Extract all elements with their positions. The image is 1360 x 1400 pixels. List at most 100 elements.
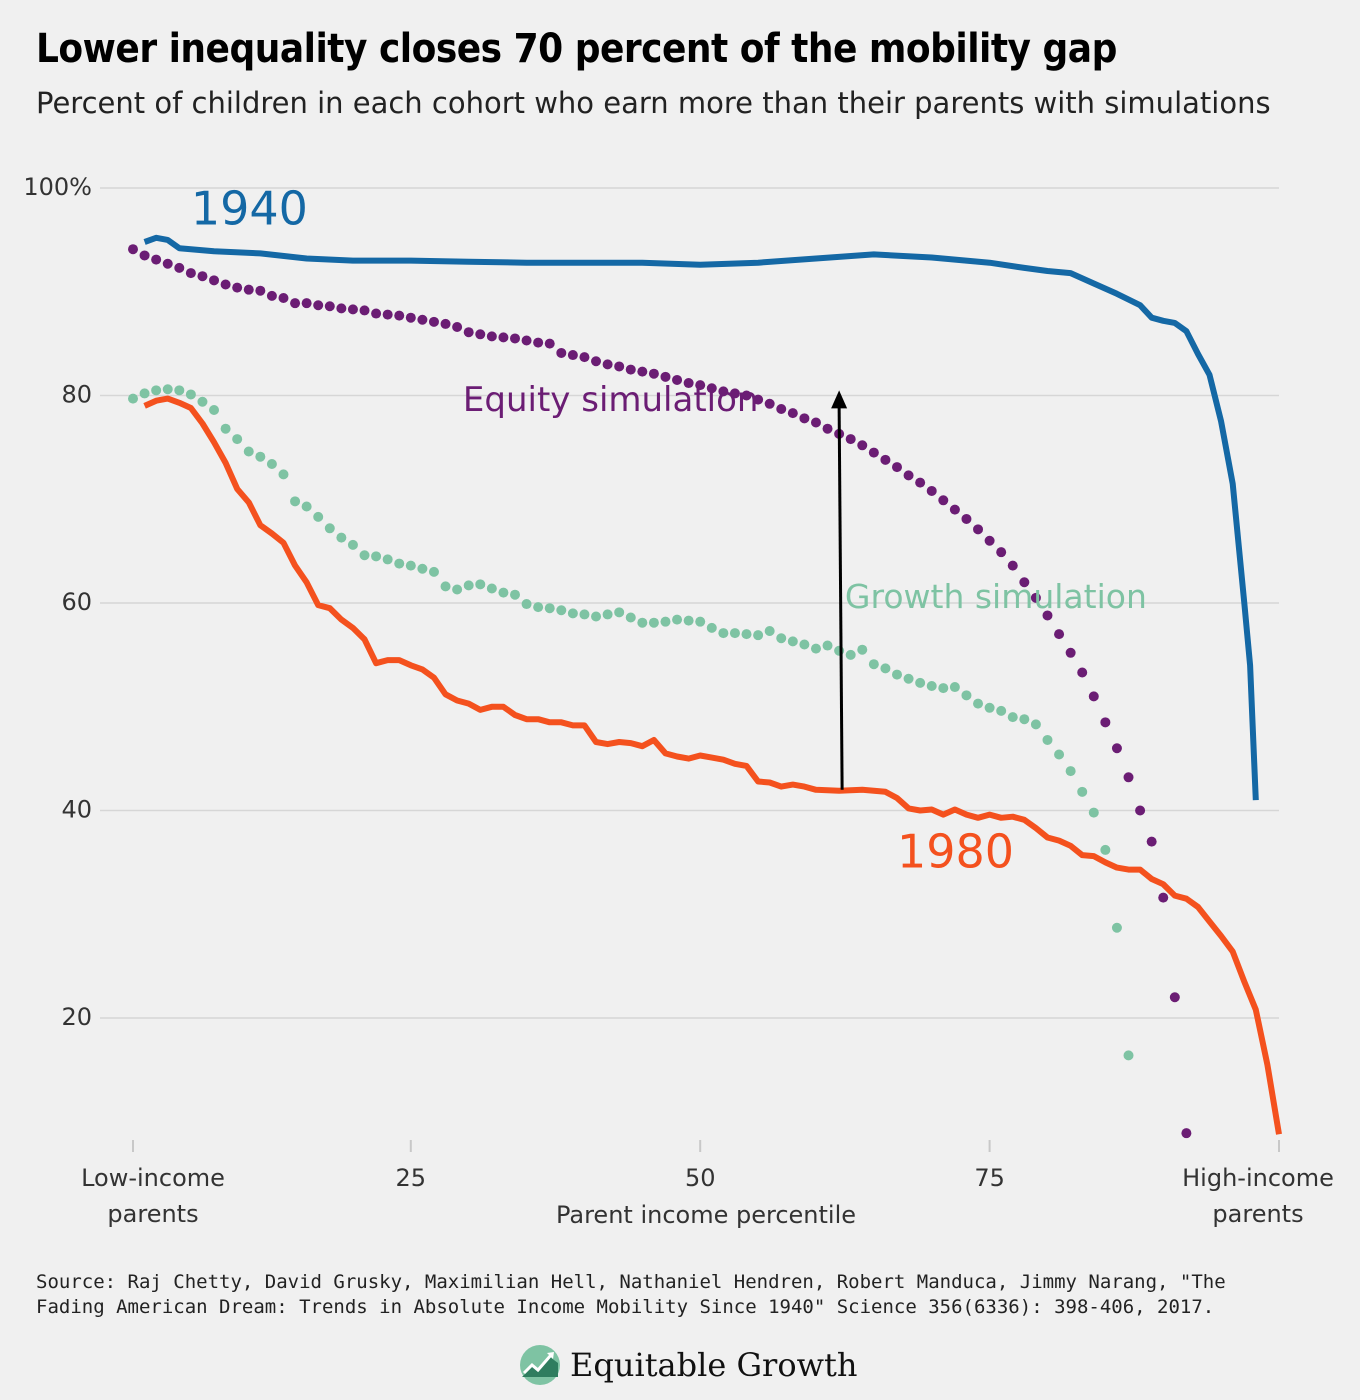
series-growth-simulation-point bbox=[521, 599, 532, 610]
series-equity-simulation-point bbox=[787, 408, 798, 419]
series-growth-simulation-point bbox=[637, 617, 648, 628]
series-equity-simulation-point bbox=[672, 374, 683, 385]
series-equity-simulation-point bbox=[382, 309, 393, 320]
series-equity-simulation-point bbox=[1054, 629, 1065, 640]
series-growth-simulation-point bbox=[799, 639, 810, 650]
series-growth-simulation-point bbox=[602, 609, 613, 620]
series-equity-simulation-point bbox=[880, 454, 891, 465]
series-growth-simulation-point bbox=[625, 612, 636, 623]
series-equity-simulation-point bbox=[197, 271, 208, 282]
y-tick-label: 100% bbox=[23, 173, 92, 201]
series-equity-simulation-point bbox=[1181, 1128, 1192, 1139]
series-equity-simulation-point bbox=[915, 477, 926, 488]
series-equity-simulation-point bbox=[162, 258, 173, 269]
series-growth-simulation-point bbox=[452, 584, 463, 595]
series-equity-simulation-point bbox=[313, 300, 324, 311]
series-equity-simulation-point bbox=[1007, 560, 1018, 571]
chart-subtitle: Percent of children in each cohort who e… bbox=[36, 86, 1271, 120]
series-growth-simulation-point bbox=[984, 702, 995, 713]
gap-arrow-shaft bbox=[837, 406, 844, 790]
series-equity-simulation-point bbox=[301, 298, 312, 309]
series-equity-simulation-point bbox=[394, 310, 405, 321]
series-equity-simulation-point bbox=[521, 335, 532, 346]
series-growth-simulation-point bbox=[660, 616, 671, 627]
series-growth-simulation-point bbox=[1088, 807, 1099, 818]
series-label-equity-simulation: Equity simulation bbox=[463, 380, 759, 420]
series-equity-simulation-point bbox=[405, 312, 416, 323]
series-equity-simulation-point bbox=[706, 383, 717, 394]
series-growth-simulation-point bbox=[834, 645, 845, 656]
series-label-1940: 1940 bbox=[191, 181, 308, 235]
series-growth-simulation-point bbox=[776, 633, 787, 644]
series-equity-simulation-point bbox=[996, 547, 1007, 558]
series-growth-simulation-point bbox=[313, 511, 324, 522]
series-growth-simulation-point bbox=[718, 628, 729, 639]
x-tick-label: 50 bbox=[685, 1164, 716, 1192]
series-growth-simulation-point bbox=[359, 550, 370, 561]
gap-arrow-head bbox=[831, 390, 848, 409]
x-tick-label: parents bbox=[107, 1200, 198, 1228]
source-note: Source: Raj Chetty, David Grusky, Maximi… bbox=[36, 1271, 1226, 1318]
series-growth-simulation-point bbox=[220, 423, 231, 434]
series-equity-simulation-point bbox=[1146, 836, 1157, 847]
series-growth-simulation-point bbox=[868, 659, 879, 670]
series-equity-simulation-point bbox=[961, 513, 972, 524]
series-growth-simulation-point bbox=[1065, 766, 1076, 777]
series-equity-simulation-point bbox=[938, 495, 949, 506]
series-growth-simulation-point bbox=[498, 587, 509, 598]
series-growth-simulation-point bbox=[822, 640, 833, 651]
series-equity-simulation-point bbox=[544, 338, 555, 349]
series-equity-simulation-point bbox=[984, 535, 995, 546]
series-equity-simulation-point bbox=[579, 352, 590, 363]
series-equity-simulation-point bbox=[799, 413, 810, 424]
series-label-growth-simulation: Growth simulation bbox=[845, 577, 1147, 616]
series-growth-simulation-point bbox=[209, 405, 220, 416]
series-growth-simulation-point bbox=[672, 614, 683, 625]
series-growth-simulation-point bbox=[996, 705, 1007, 716]
series-growth-simulation-point bbox=[1042, 734, 1053, 745]
series-equity-simulation-point bbox=[498, 332, 509, 343]
series-equity-simulation-point bbox=[648, 368, 659, 379]
series-1980-line bbox=[143, 395, 1282, 1135]
series-growth-simulation-point bbox=[197, 396, 208, 407]
series-growth-simulation-point bbox=[243, 446, 254, 457]
series-equity-simulation-point bbox=[510, 333, 520, 344]
series-equity-simulation-point bbox=[1123, 772, 1134, 783]
series-equity-simulation-point bbox=[324, 301, 335, 312]
x-tick-label: 25 bbox=[396, 1164, 427, 1192]
series-growth-simulation-point bbox=[579, 609, 590, 620]
series-equity-simulation-point bbox=[463, 327, 474, 338]
series-growth-simulation-point bbox=[128, 393, 138, 404]
series-equity-simulation-point bbox=[1042, 610, 1053, 621]
series-1940-line bbox=[143, 234, 1259, 801]
series-equity-simulation-point bbox=[266, 290, 277, 301]
x-tick-label: parents bbox=[1212, 1200, 1303, 1228]
series-equity-simulation-point bbox=[695, 380, 706, 391]
series-label-1980: 1980 bbox=[897, 825, 1014, 879]
series-growth-simulation-point bbox=[440, 581, 451, 592]
series-growth-simulation-point bbox=[683, 615, 694, 626]
series-equity-simulation-point bbox=[1030, 592, 1041, 603]
series-equity-simulation-point bbox=[417, 314, 428, 325]
series-growth-simulation-point bbox=[729, 628, 740, 639]
series-equity-simulation-point bbox=[1111, 743, 1122, 754]
equitable-growth-logo-icon bbox=[520, 1345, 560, 1385]
series-growth-simulation-point bbox=[741, 629, 752, 640]
series-growth-simulation-point bbox=[1077, 786, 1088, 797]
series-equity-simulation-point bbox=[209, 275, 220, 286]
x-tick-label: 75 bbox=[974, 1164, 1005, 1192]
x-tick-label: Low-income bbox=[81, 1164, 225, 1192]
series-equity-simulation-point bbox=[903, 470, 914, 481]
series-equity-simulation-point bbox=[128, 244, 138, 255]
series-equity-simulation-point bbox=[637, 366, 648, 377]
series-equity-simulation-point bbox=[625, 364, 636, 375]
series-growth-simulation-point bbox=[266, 458, 277, 469]
series-growth-simulation-point bbox=[648, 617, 659, 628]
series-equity-simulation-point bbox=[810, 417, 821, 428]
series-growth-simulation-point bbox=[255, 451, 266, 462]
series-growth-simulation-point bbox=[892, 669, 902, 680]
series-growth-simulation-point bbox=[1007, 712, 1018, 723]
series-equity-simulation-point bbox=[729, 388, 740, 399]
series-growth-simulation-point bbox=[764, 626, 775, 637]
series-equity-simulation-point bbox=[753, 394, 764, 405]
